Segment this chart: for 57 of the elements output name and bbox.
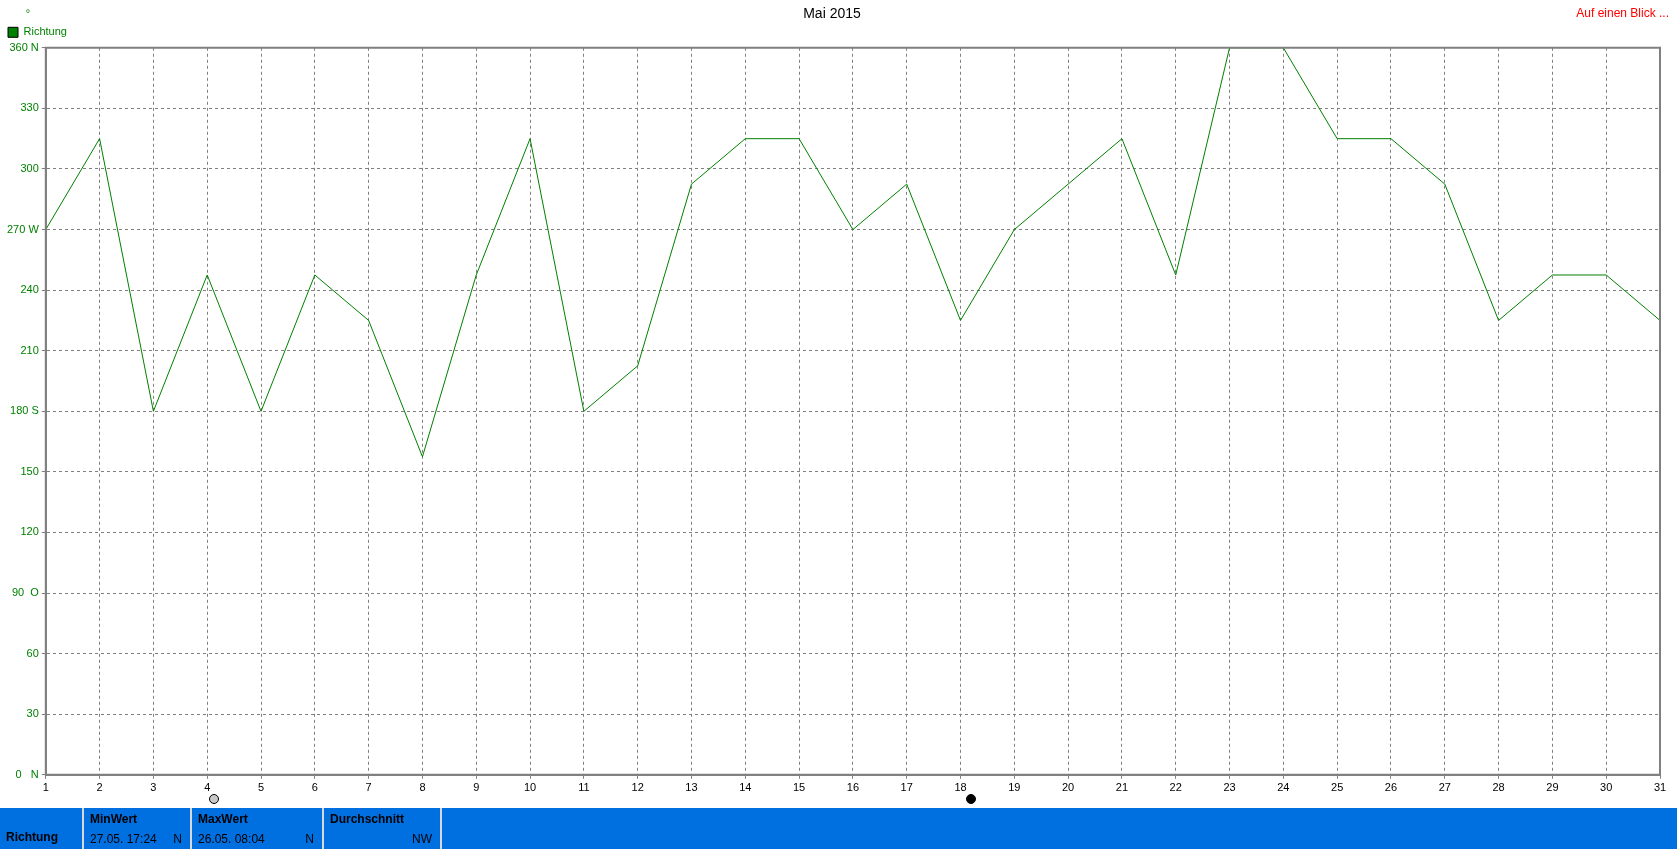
x-tick-label: 30 (1600, 781, 1613, 794)
y-axis-title: ° (25, 7, 31, 20)
x-tick-label: 9 (473, 781, 480, 794)
x-tick-label: 3 (150, 781, 157, 794)
x-tick-label: 19 (1008, 781, 1021, 794)
x-tick-label: 5 (257, 781, 265, 794)
x-tick-label: 25 (1331, 781, 1344, 794)
x-tick-label: 15 (792, 781, 806, 794)
y-tick-label: 360 N (9, 40, 39, 53)
y-tick-label: 240 (20, 283, 39, 296)
x-tick-label: 10 (523, 781, 537, 794)
y-tick-label: 120 (20, 525, 39, 538)
text: 27.05. 17:24 (90, 832, 157, 846)
text: Auf einen Blick ... (1576, 6, 1669, 20)
x-tick-label: 24 (1277, 781, 1290, 794)
text: N (305, 832, 314, 846)
x-tick-label: 2 (96, 781, 103, 794)
text: NW (412, 832, 432, 846)
y-tick-label: 90 O (11, 586, 40, 599)
x-tick-label: 12 (631, 781, 644, 794)
y-tick-label: 30 (26, 707, 39, 720)
x-tick-label: 6 (311, 781, 318, 794)
y-tick-label: 60 (26, 646, 39, 659)
x-tick-label: 16 (846, 781, 860, 794)
x-tick-label: 27 (1438, 781, 1451, 794)
x-tick-label: 21 (1115, 781, 1129, 794)
x-tick-label: 11 (578, 781, 590, 794)
x-tick-label: 31 (1653, 781, 1667, 794)
x-tick-label: 1 (42, 781, 49, 794)
y-tick-label: 330 (20, 101, 39, 114)
legend-label: Richtung (23, 25, 67, 38)
x-tick-label: 22 (1169, 781, 1182, 794)
text: Durchschnitt (330, 812, 405, 826)
text: Richtung (6, 830, 58, 844)
text: MaxWert (198, 812, 248, 826)
y-tick-label: 150 (20, 464, 39, 477)
text: MinWert (90, 812, 138, 826)
chart-title: Mai 2015 (803, 5, 862, 22)
text: 26.05. 08:04 (198, 832, 265, 846)
x-tick-label: 13 (685, 781, 698, 794)
x-tick-label: 23 (1223, 781, 1236, 794)
y-tick-label: 270 W (6, 222, 40, 235)
x-tick-label: 29 (1546, 781, 1559, 794)
x-tick-label: 20 (1062, 781, 1075, 794)
y-tick-label: 300 (20, 162, 39, 174)
y-tick-label: 180 S (10, 404, 39, 417)
x-tick-label: 17 (900, 781, 913, 794)
x-tick-label: 18 (954, 781, 967, 794)
x-tick-label: 26 (1384, 781, 1398, 794)
x-tick-label: 7 (365, 781, 372, 794)
x-tick-label: 8 (419, 781, 426, 794)
x-tick-label: 28 (1492, 781, 1505, 794)
x-tick-label: 4 (204, 781, 211, 794)
y-tick-label: 0 N (15, 767, 39, 780)
y-tick-label: 210 (20, 343, 39, 356)
x-tick-label: 14 (739, 781, 752, 794)
text: N (173, 832, 182, 846)
